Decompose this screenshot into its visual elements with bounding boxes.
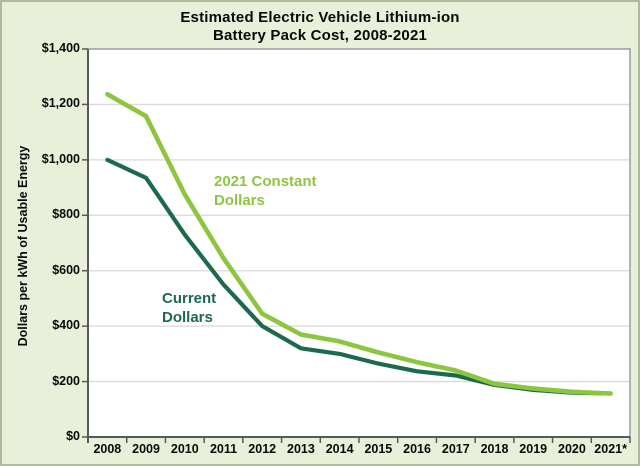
y-tick-label: $1,200 [41,96,80,111]
series-label-line: 2021 Constant [214,173,317,190]
series-label-2021-constant-dollars: 2021 Constant Dollars [214,172,317,210]
x-tick-label: 2019 [519,442,548,456]
series-label-line: Dollars [214,192,265,209]
x-tick-label: 2017 [441,442,470,456]
x-tick-label: 2018 [480,442,509,456]
y-tick-label: $200 [52,373,80,388]
series-label-line: Dollars [162,309,213,326]
y-tick-label: $1,400 [41,41,80,55]
plot-area [87,48,631,438]
x-tick-label: 2009 [132,442,160,456]
x-tick-label: 2020 [558,442,586,456]
y-tick-label: $0 [66,429,80,443]
chart-title-line2: Battery Pack Cost, 2008-2021 [212,27,428,44]
x-tick-label: 2008 [93,442,122,456]
x-tick-label: 2014 [325,442,354,456]
y-tick-label: $1,000 [41,151,80,166]
y-tick-label: $400 [52,318,80,333]
y-tick-label: $600 [52,262,80,277]
x-tick-label: 2010 [170,442,199,456]
series-label-current-dollars: Current Dollars [162,289,216,327]
x-tick-label: 2012 [248,442,277,456]
chart-title-line1: Estimated Electric Vehicle Lithium-ion [180,9,460,26]
y-tick-label: $800 [52,207,80,222]
x-tick-label: 2021* [594,442,627,456]
series-label-line: Current [162,290,217,307]
series-line-2021-constant-dollars [105,91,613,396]
y-axis-title: Dollars per kWh of Usable Energy [16,145,30,347]
x-tick-label: 2015 [364,442,393,456]
x-tick-label: 2016 [403,442,431,456]
x-tick-label: 2013 [287,442,315,456]
chart-title: Estimated Electric Vehicle Lithium-ion B… [2,9,638,45]
x-tick-label: 2011 [209,442,238,456]
